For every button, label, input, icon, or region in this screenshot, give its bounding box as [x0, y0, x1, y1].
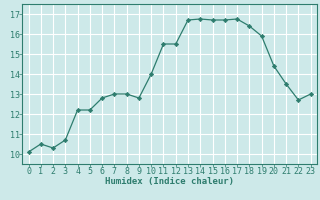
- X-axis label: Humidex (Indice chaleur): Humidex (Indice chaleur): [105, 177, 234, 186]
